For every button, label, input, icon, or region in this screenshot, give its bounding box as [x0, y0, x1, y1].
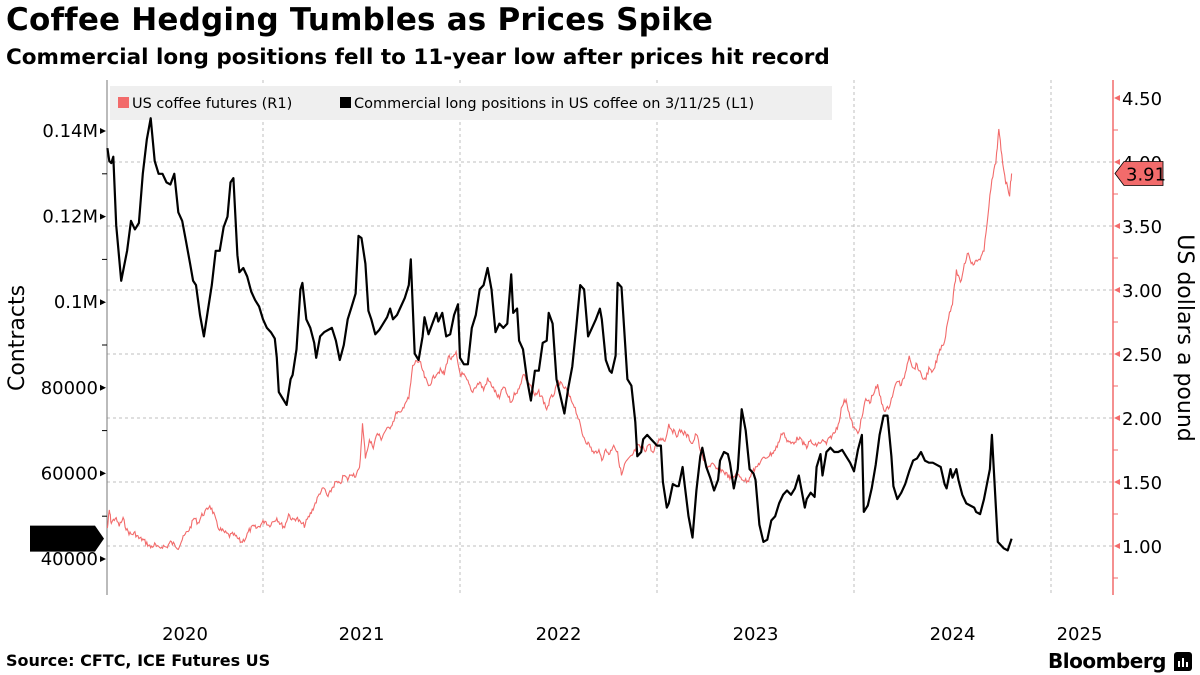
right-tick-label: 2.50	[1122, 345, 1162, 366]
left-tick-label: 40000	[41, 549, 98, 570]
bloomberg-chart-icon	[1174, 652, 1192, 671]
gridlines	[107, 80, 1113, 595]
right-axis-title: US dollars a pound	[1172, 234, 1197, 441]
right-tick-mark	[1114, 223, 1120, 229]
right-tick-label: 4.50	[1122, 89, 1162, 110]
x-axis: 2020 2021 2022 2023 2024 2025	[162, 624, 1102, 645]
positions-line	[106, 117, 1013, 552]
legend: US coffee futures (R1) Commercial long po…	[118, 96, 754, 112]
left-tick-label: 0.1M	[54, 292, 98, 313]
right-tick-mark	[1114, 159, 1120, 165]
legend-swatch-positions	[340, 97, 351, 108]
right-tick-mark	[1114, 479, 1120, 485]
right-tick-label: 2.00	[1122, 409, 1162, 430]
right-tick-label: 1.00	[1122, 537, 1162, 558]
right-tick-label: 3.00	[1122, 281, 1162, 302]
right-tick-mark	[1114, 543, 1120, 549]
left-tick-label: 80000	[41, 378, 98, 399]
chart-title: Coffee Hedging Tumbles as Prices Spike	[6, 2, 714, 38]
left-tick-label: 0.12M	[42, 207, 98, 228]
left-last-value-label: 44750	[35, 530, 92, 551]
chart-subtitle: Commercial long positions fell to 11-yea…	[6, 45, 830, 70]
legend-label-positions: Commercial long positions in US coffee o…	[354, 96, 754, 112]
right-tick-label: 3.50	[1122, 217, 1162, 238]
x-tick-label: 2022	[536, 624, 582, 645]
left-tick-mark	[100, 299, 106, 306]
left-tick-mark	[100, 384, 106, 391]
legend-label-price: US coffee futures (R1)	[132, 96, 292, 112]
right-tick-mark	[1114, 415, 1120, 421]
source-note: Source: CFTC, ICE Futures US	[6, 651, 271, 670]
right-last-value-label: 3.91	[1126, 165, 1166, 186]
legend-swatch-price	[118, 97, 129, 108]
x-tick-label: 2021	[339, 624, 385, 645]
right-tick-mark	[1114, 351, 1120, 357]
left-tick-mark	[100, 213, 106, 220]
right-tick-label: 1.50	[1122, 473, 1162, 494]
x-tick-label: 2025	[1057, 624, 1103, 645]
left-axis-title: Contracts	[5, 285, 30, 391]
right-tick-mark	[1114, 95, 1120, 101]
left-last-value-marker	[30, 525, 104, 552]
x-tick-label: 2023	[733, 624, 779, 645]
legend-background	[110, 86, 832, 120]
left-tick-label: 60000	[41, 463, 98, 484]
right-axis: 1.001.502.002.503.003.504.004.50	[1112, 80, 1162, 595]
left-tick-mark	[100, 128, 106, 134]
left-tick-mark	[100, 470, 106, 477]
left-tick-label: 0.14M	[42, 121, 98, 142]
series-layer	[106, 117, 1013, 552]
bloomberg-logo: Bloomberg	[1048, 649, 1166, 673]
left-tick-mark	[100, 556, 106, 562]
right-last-value-marker	[1114, 161, 1164, 186]
left-axis: 40000 60000 80000 0.1M 0.12M 0.14M	[41, 80, 108, 595]
right-tick-mark	[1114, 287, 1120, 293]
price-line	[106, 128, 1013, 551]
x-tick-label: 2024	[930, 624, 976, 645]
last-value-markers: 44750 3.91	[30, 161, 1166, 552]
x-tick-label: 2020	[162, 624, 208, 645]
